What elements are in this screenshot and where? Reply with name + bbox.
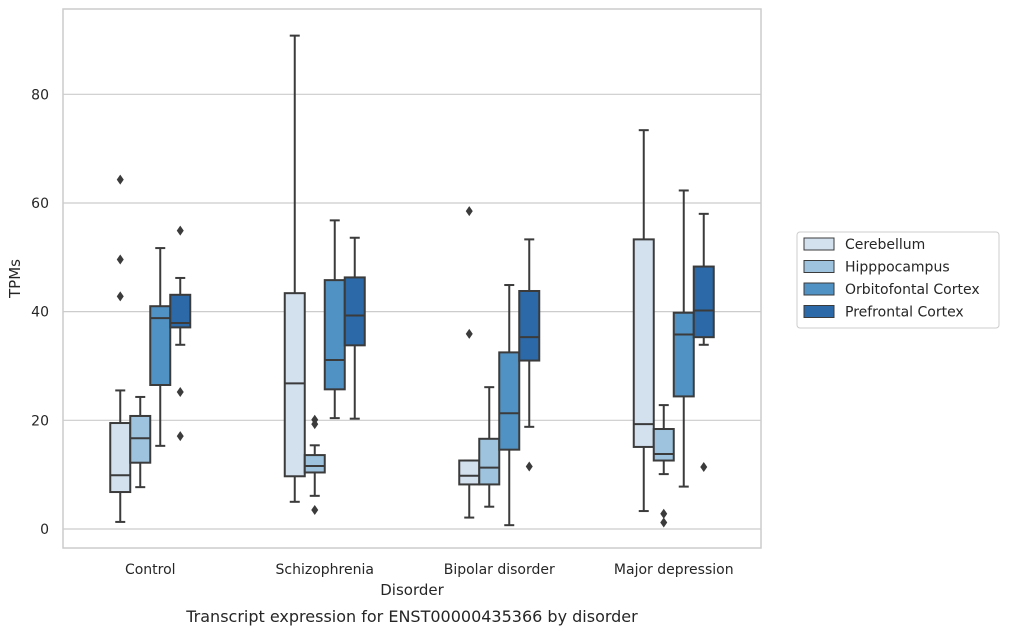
legend-label: Prefrontal Cortex [845,305,964,321]
box-iqr [303,454,326,474]
y-tick-label: 0 [40,522,49,538]
box [303,414,326,515]
outlier-point [176,225,184,236]
box-iqr [632,238,655,448]
box [283,34,306,503]
legend-swatch [803,305,835,318]
x-tick-label: Schizophrenia [276,562,374,578]
box [692,212,715,473]
outlier-point [525,461,533,472]
y-tick-label: 80 [31,87,49,103]
box-iqr [478,437,501,486]
chart-caption: Transcript expression for ENST0000043536… [185,607,638,626]
box [149,247,172,447]
outlier-point [116,291,124,302]
box [343,236,366,420]
box [169,225,192,442]
box [129,395,152,489]
y-axis-label: TPMs [6,259,24,299]
outlier-point [660,508,668,519]
box-groups [109,34,715,528]
outlier-point [311,504,319,515]
category-group [109,174,192,523]
box [458,206,481,519]
legend-item: Cerebellum [803,237,925,253]
box [498,284,521,527]
box-iqr [652,428,675,462]
box-iqr [672,311,695,398]
box-iqr [458,459,481,486]
x-tick-label: Control [125,562,176,578]
x-tick-label: Bipolar disorder [444,562,555,578]
plot-frame [62,8,762,549]
box-iqr [518,289,541,362]
y-tick-label: 60 [31,196,49,212]
legend-swatch [803,260,835,273]
box-iqr [169,293,192,329]
y-tick-labels: 0 20 40 60 80 [31,87,49,538]
legend-item: Prefrontal Cortex [803,305,964,321]
box-iqr [692,265,715,339]
box [109,174,132,523]
category-group [632,129,715,528]
box [652,404,675,528]
category-group [283,34,366,515]
legend-frame [796,231,1000,329]
box-iqr [498,351,521,451]
x-axis-label: Disorder [380,581,444,599]
outlier-point [116,254,124,265]
box-iqr [323,279,346,391]
legend-swatch [803,282,835,296]
box [478,386,501,508]
box-iqr [343,276,366,347]
box [323,219,346,420]
legend-item: Orbitofontal Cortex [803,282,980,298]
outlier-point [700,462,708,473]
box-iqr [109,422,132,494]
outlier-point [116,174,124,185]
legend-label: Hipppocampus [845,260,950,276]
outlier-point [660,517,668,528]
y-tick-label: 40 [31,305,49,321]
box-iqr [129,414,152,464]
outlier-point [176,387,184,398]
legend-label: Cerebellum [845,237,925,253]
outlier-point [176,431,184,442]
legend-label: Orbitofontal Cortex [845,282,980,298]
y-tick-label: 20 [31,413,49,429]
outlier-point [311,414,319,425]
box [632,129,655,513]
box [672,189,695,488]
box-iqr [283,292,306,478]
x-tick-labels: Control Schizophrenia Bipolar disorder Majo… [125,562,734,578]
legend: Cerebellum Hipppocampus Orbitofontal Corte… [796,231,1000,329]
legend-swatch [803,237,835,251]
legend-item: Hipppocampus [803,260,950,276]
box-iqr [149,305,172,386]
x-tick-label: Major depression [614,562,734,578]
box [518,238,541,472]
outlier-point [465,328,473,339]
category-group [458,206,541,527]
outlier-point [465,206,473,217]
